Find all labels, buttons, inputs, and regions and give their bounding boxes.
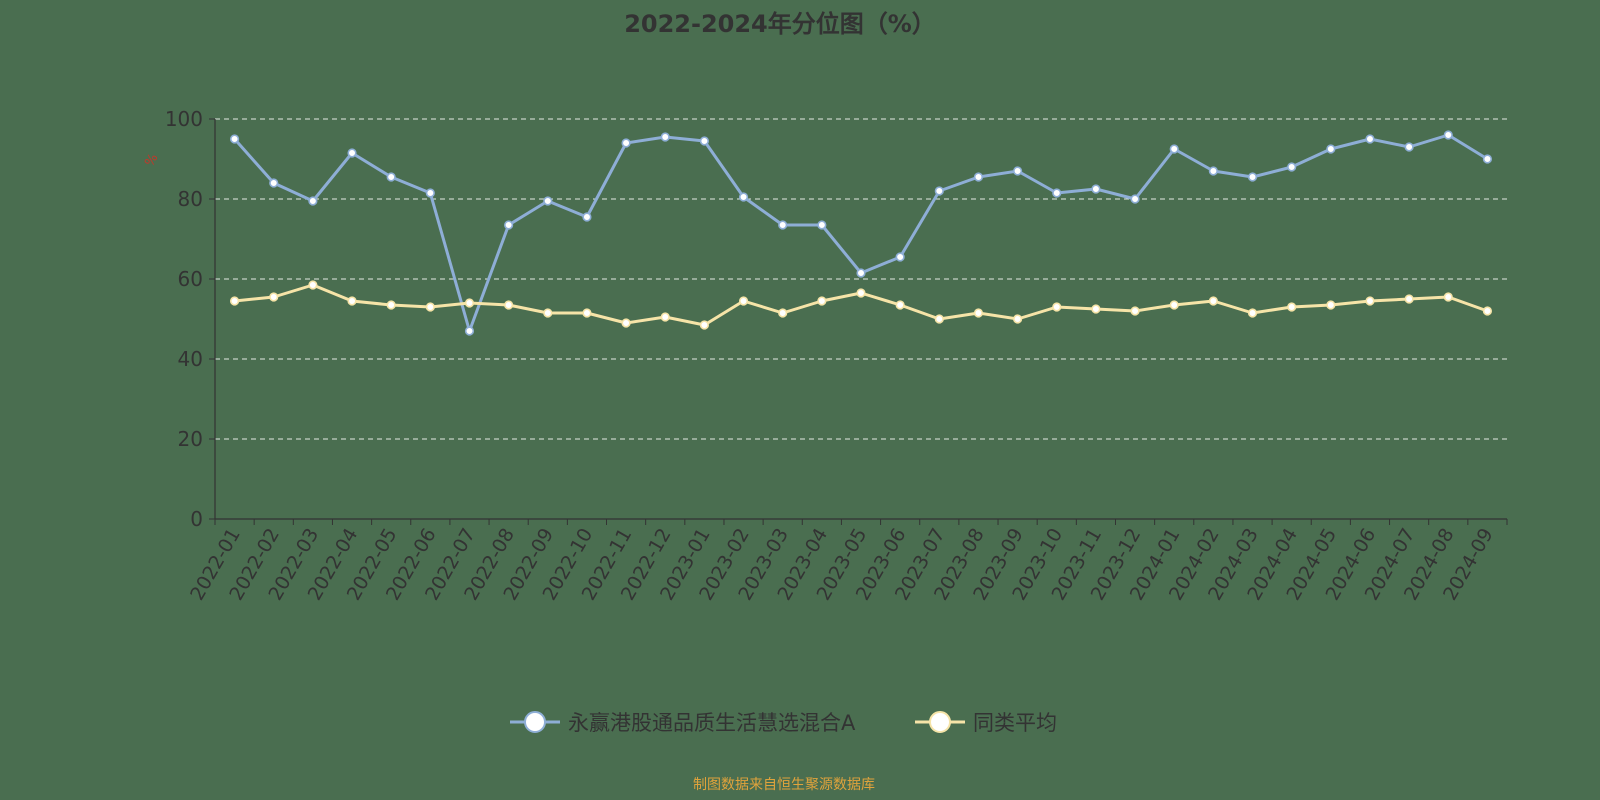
y-axis: 0 20 40 60 80 100 <box>165 107 216 531</box>
legend: 永赢港股通品质生活慧选混合A 同类平均 <box>510 711 1057 735</box>
data-point <box>817 296 827 306</box>
data-point <box>973 172 984 182</box>
y-tick-label: 20 <box>178 427 203 451</box>
data-point <box>817 220 827 230</box>
data-point <box>1443 130 1453 140</box>
data-point <box>1326 144 1336 154</box>
data-point <box>660 312 670 322</box>
data-point <box>347 148 357 158</box>
data-point <box>229 134 240 144</box>
data-point <box>1287 302 1297 312</box>
legend-label: 同类平均 <box>973 711 1057 735</box>
data-point <box>1443 292 1453 302</box>
data-point <box>425 302 435 312</box>
data-point <box>1287 162 1297 172</box>
y-tick-label: 80 <box>178 187 203 211</box>
data-point <box>308 196 318 206</box>
data-point <box>308 280 318 290</box>
data-point <box>738 296 749 306</box>
data-point <box>699 136 709 146</box>
x-axis: 2022-012022-022022-032022-042022-052022-… <box>186 518 1508 604</box>
data-point <box>464 298 475 308</box>
data-point <box>582 212 592 222</box>
data-point <box>1482 154 1493 164</box>
data-point <box>1130 194 1140 204</box>
data-point <box>1208 296 1218 306</box>
data-point <box>934 314 944 324</box>
data-point <box>425 188 435 198</box>
y-tick-label: 60 <box>178 267 203 291</box>
data-point <box>621 318 631 328</box>
data-point <box>1247 172 1258 182</box>
data-point <box>1052 188 1062 198</box>
series-line <box>233 133 1489 333</box>
grid-lines <box>215 118 1507 440</box>
data-point <box>699 320 709 330</box>
chart-title: 2022-2024年分位图（%） <box>624 10 936 38</box>
data-point <box>1130 306 1140 316</box>
data-point <box>1052 302 1062 312</box>
data-point <box>504 220 514 230</box>
data-point <box>1091 304 1101 314</box>
data-point <box>1169 144 1179 154</box>
series-group <box>229 130 1493 336</box>
data-point <box>1365 296 1375 306</box>
data-point <box>778 308 788 318</box>
data-point <box>621 138 631 148</box>
data-point <box>934 186 944 196</box>
data-point <box>973 308 984 318</box>
source-note: 制图数据来自恒生聚源数据库 <box>693 777 875 793</box>
legend-label: 永赢港股通品质生活慧选混合A <box>568 711 856 735</box>
data-point <box>386 172 396 182</box>
legend-marker <box>524 711 546 733</box>
data-point <box>386 300 396 310</box>
data-point <box>1013 166 1023 176</box>
data-point <box>1169 300 1179 310</box>
y-tick-label: 0 <box>190 507 203 531</box>
y-tick-label: 100 <box>165 107 203 131</box>
y-axis-label: % <box>142 151 161 169</box>
data-point <box>1247 308 1258 318</box>
data-point <box>1326 300 1336 310</box>
data-point <box>1013 314 1023 324</box>
data-point <box>229 296 240 306</box>
data-point <box>856 268 866 278</box>
data-point <box>269 178 279 188</box>
data-point <box>504 300 514 310</box>
data-point <box>1091 184 1101 194</box>
data-point <box>347 296 357 306</box>
data-point <box>895 300 905 310</box>
data-point <box>1404 294 1414 304</box>
data-point <box>1208 166 1218 176</box>
data-point <box>1482 306 1493 316</box>
data-point <box>582 308 592 318</box>
data-point <box>543 196 553 206</box>
data-point <box>660 132 670 142</box>
data-point <box>1365 134 1375 144</box>
data-point <box>738 192 749 202</box>
data-point <box>464 326 475 336</box>
data-point <box>269 292 279 302</box>
data-point <box>895 252 905 262</box>
y-tick-label: 40 <box>178 347 203 371</box>
legend-marker <box>929 711 951 733</box>
data-point <box>778 220 788 230</box>
data-point <box>543 308 553 318</box>
data-point <box>1404 142 1414 152</box>
data-point <box>856 288 866 298</box>
